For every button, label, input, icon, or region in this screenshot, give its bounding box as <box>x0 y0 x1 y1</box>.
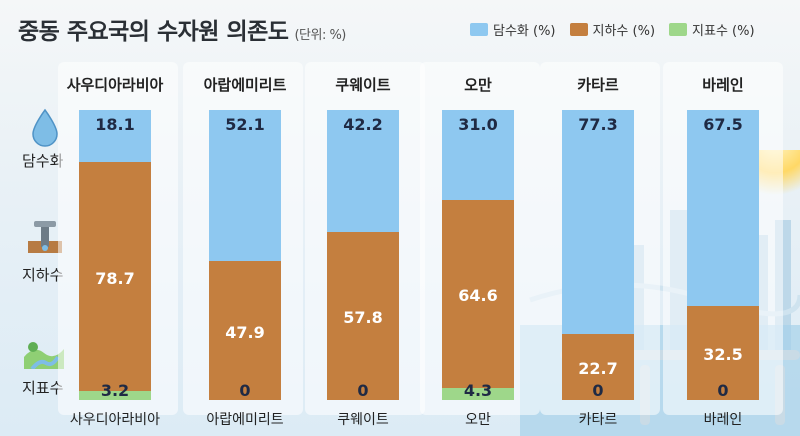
legend: 담수화 (%) 지하수 (%) 지표수 (%) <box>470 20 755 39</box>
side-label-groundwater: 지하수 <box>22 266 64 284</box>
data-label-groundwater: 78.7 <box>95 268 135 288</box>
legend-item-groundwater: 지하수 (%) <box>569 20 655 39</box>
data-label-surfacewater: 0 <box>717 381 729 400</box>
bar-segment-groundwater <box>442 200 514 388</box>
bar-segment-desalination <box>209 110 281 262</box>
chart-title: 중동 주요국의 수자원 의존도 (단위: %) <box>18 19 346 45</box>
category-label-top: 오만 <box>464 76 492 94</box>
bar-segment-groundwater <box>327 232 399 400</box>
bar-segment-surfacewater <box>79 390 151 400</box>
data-label-desalination: 77.3 <box>578 115 618 134</box>
category-label-top: 사우디아라비아 <box>66 76 164 94</box>
river-landscape-icon <box>24 342 64 369</box>
data-label-desalination: 52.1 <box>225 115 265 134</box>
data-label-surfacewater: 4.3 <box>463 381 493 400</box>
unit-label: (단위: %) <box>294 28 346 43</box>
data-label-groundwater: 32.5 <box>703 344 743 364</box>
data-label-surfacewater: 0 <box>239 381 251 400</box>
category-label-top: 바레인 <box>702 76 744 94</box>
data-label-groundwater: 57.8 <box>343 308 383 328</box>
bar-segment-desalination <box>442 110 514 201</box>
legend-swatch <box>569 23 588 36</box>
data-label-desalination: 42.2 <box>343 115 383 134</box>
category-label-bottom: 사우디아라비아 <box>69 412 161 428</box>
legend-item-surfacewater: 지표수 (%) <box>669 20 755 39</box>
data-label-groundwater: 47.9 <box>225 322 265 342</box>
side-label-desalination: 담수화 <box>22 152 64 170</box>
water-drop-icon <box>32 108 58 147</box>
bar-segment-groundwater <box>79 162 151 391</box>
data-label-surfacewater: 3.2 <box>100 381 130 400</box>
data-label-groundwater: 22.7 <box>578 359 618 379</box>
side-label-surfacewater: 지표수 <box>22 379 64 397</box>
bar-segment-desalination <box>562 110 634 335</box>
bar-segment-groundwater <box>209 261 281 400</box>
data-label-desalination: 18.1 <box>95 115 135 134</box>
category-label-bottom: 쿠웨이트 <box>337 412 389 428</box>
category-label-top: 쿠웨이트 <box>335 76 391 94</box>
category-label-top: 아랍에미리트 <box>203 76 287 94</box>
bar-segment-desalination <box>327 110 399 233</box>
data-label-surfacewater: 0 <box>592 381 604 400</box>
bar-segment-surfacewater <box>442 387 514 400</box>
category-label-bottom: 바레인 <box>703 412 743 428</box>
well-pump-icon <box>28 221 62 253</box>
bar-segment-desalination <box>687 110 759 306</box>
data-label-desalination: 67.5 <box>703 115 743 134</box>
legend-item-desalination: 담수화 (%) <box>470 20 556 39</box>
legend-swatch <box>470 23 488 36</box>
bar-segment-desalination <box>79 110 151 163</box>
data-label-desalination: 31.0 <box>458 115 498 135</box>
bar-segment-groundwater <box>562 334 634 400</box>
bar-segment-groundwater <box>687 305 759 400</box>
category-label-bottom: 아랍에미리트 <box>206 412 284 428</box>
data-label-surfacewater: 0 <box>357 381 369 400</box>
category-label-top: 카타르 <box>577 76 619 94</box>
legend-swatch <box>669 23 688 36</box>
category-label-bottom: 오만 <box>465 412 491 428</box>
data-label-groundwater: 64.6 <box>458 285 498 305</box>
category-label-bottom: 카타르 <box>578 412 618 428</box>
